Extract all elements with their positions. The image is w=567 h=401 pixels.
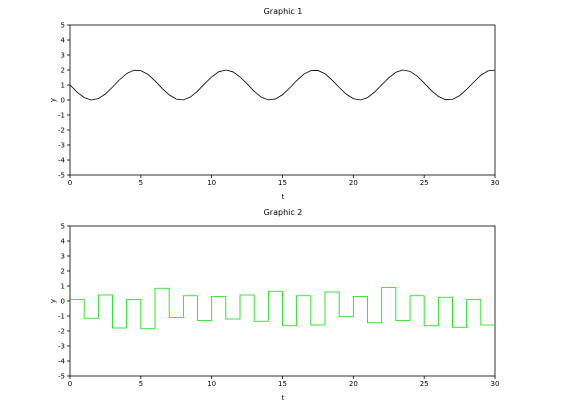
y-tick-label: 4	[61, 238, 66, 246]
x-tick-label: 10	[207, 179, 216, 187]
y-tick-label: -3	[58, 142, 65, 150]
y-tick-label: 0	[61, 298, 65, 306]
y-tick-label: -2	[58, 328, 65, 336]
chart-1: Graphic 1 0 5 10 15 20 25 30 -5 -4 -3 -2 -1 0 1 2 3 4 5 t…	[49, 7, 499, 201]
chart-1-plot-area	[69, 24, 496, 176]
x-tick-label: 20	[349, 179, 358, 187]
y-tick-label: 3	[61, 253, 65, 261]
chart-2-ylabel: y	[49, 299, 57, 303]
x-tick-label: 15	[278, 179, 287, 187]
y-tick-label: 1	[61, 82, 65, 90]
x-tick-label: 0	[68, 179, 72, 187]
y-tick-label: 0	[61, 97, 65, 105]
y-tick-label: -4	[58, 157, 66, 165]
x-tick-label: 5	[139, 179, 143, 187]
x-tick-label: 25	[420, 179, 429, 187]
y-tick-label: 4	[61, 37, 66, 45]
x-tick-label: 0	[68, 380, 72, 388]
y-tick-label: -1	[58, 112, 65, 120]
y-tick-label: 2	[61, 67, 65, 75]
y-tick-label: 1	[61, 283, 65, 291]
chart-1-series-line	[69, 69, 496, 101]
y-tick-label: -3	[58, 343, 65, 351]
chart-2-xlabel: t	[282, 394, 285, 401]
y-tick-label: 5	[61, 22, 65, 30]
chart-2-ticks: 0 5 10 15 20 25 30 -5 -4 -3 -2 -1 0 1 2 3 4 5	[58, 223, 499, 389]
y-tick-label: -5	[58, 373, 65, 381]
y-tick-label: -4	[58, 358, 66, 366]
x-tick-label: 25	[420, 380, 429, 388]
x-tick-label: 30	[491, 179, 500, 187]
x-tick-label: 10	[207, 380, 216, 388]
chart-1-title: Graphic 1	[264, 7, 303, 16]
chart-2-series-line	[70, 287, 495, 330]
y-tick-label: 2	[61, 268, 65, 276]
y-tick-label: -1	[58, 313, 65, 321]
x-tick-label: 15	[278, 380, 287, 388]
chart-2: Graphic 2 0 5 10 15 20 25 30 -5 -4 -3 -2 -1 0 1 2 3 4 5 t…	[49, 208, 499, 401]
x-tick-label: 20	[349, 380, 358, 388]
y-tick-label: -5	[58, 172, 65, 180]
chart-2-title: Graphic 2	[264, 208, 303, 217]
chart-1-ylabel: y	[49, 98, 57, 102]
y-tick-label: 3	[61, 52, 65, 60]
y-tick-label: -2	[58, 127, 65, 135]
x-tick-label: 5	[139, 380, 143, 388]
chart-1-ticks: 0 5 10 15 20 25 30 -5 -4 -3 -2 -1 0 1 2 3 4 5	[58, 22, 499, 188]
y-tick-label: 5	[61, 223, 65, 231]
chart-1-xlabel: t	[282, 193, 285, 201]
x-tick-label: 30	[491, 380, 500, 388]
